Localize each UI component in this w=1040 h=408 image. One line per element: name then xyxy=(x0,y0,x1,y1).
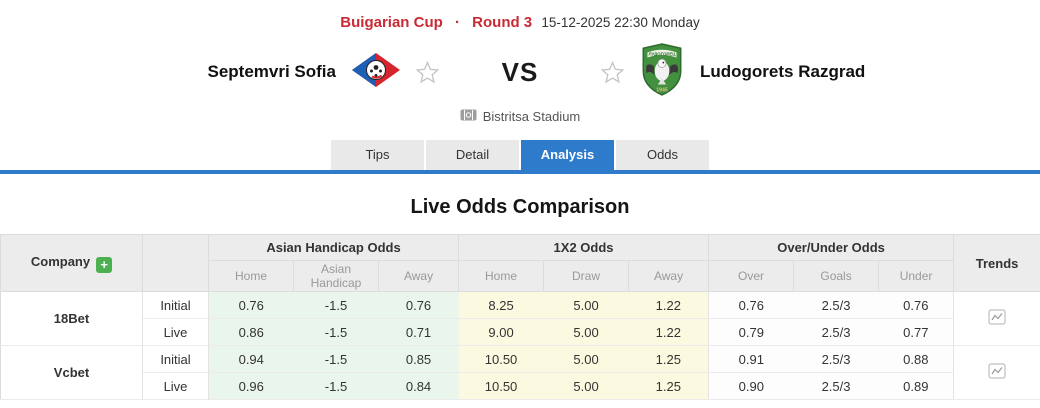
over-under-group-header: Over/Under Odds xyxy=(708,234,955,261)
odds-cell: 0.86 xyxy=(208,318,294,346)
odds-cell: 1.25 xyxy=(628,372,709,400)
line-type-label: Live xyxy=(142,318,209,346)
line-type-label: Live xyxy=(142,372,209,400)
odds-cell: -1.5 xyxy=(293,291,379,319)
odds-cell: 2.5/3 xyxy=(793,345,879,373)
away-team-block: ЛУДОГОРЕЦ 1945 Ludogorets Razgrad xyxy=(595,42,1040,102)
1x2-home-subheader: Home xyxy=(458,260,545,292)
odds-cell: 5.00 xyxy=(543,345,629,373)
ou-over-subheader: Over xyxy=(708,260,795,292)
odds-cell: 5.00 xyxy=(543,291,629,319)
add-company-button[interactable]: + xyxy=(96,256,113,273)
odds-cell: 0.71 xyxy=(378,318,459,346)
odds-cell: 2.5/3 xyxy=(793,318,879,346)
odds-cell: 0.84 xyxy=(378,372,459,400)
company-header-label: Company xyxy=(30,253,91,269)
odds-cell: -1.5 xyxy=(293,345,379,373)
company-name: 18Bet xyxy=(0,291,143,346)
odds-cell: 2.5/3 xyxy=(793,372,879,400)
ou-goals-subheader: Goals xyxy=(793,260,880,292)
vs-label: VS xyxy=(501,56,539,87)
trends-cell xyxy=(953,291,1040,346)
tab-detail[interactable]: Detail xyxy=(426,140,519,170)
odds-cell: 0.88 xyxy=(878,345,954,373)
company-name: Vcbet xyxy=(0,345,143,400)
table-row: Live 0.86 -1.5 0.71 9.00 5.00 1.22 0.79 … xyxy=(1,318,1040,346)
odds-cell: 0.96 xyxy=(208,372,294,400)
odds-cell: 9.00 xyxy=(458,318,544,346)
tab-odds[interactable]: Odds xyxy=(616,140,709,170)
tabs-bar: Tips Detail Analysis Odds xyxy=(0,140,1040,174)
odds-comparison-table: Company + Asian Handicap Odds 1X2 Odds Ov… xyxy=(0,234,1040,400)
ah-away-subheader: Away xyxy=(377,260,460,292)
table-row: Vcbet Initial 0.94 -1.5 0.85 10.50 5.00 … xyxy=(0,345,1040,400)
table-row: 18Bet Initial 0.76 -1.5 0.76 8.25 5.00 1… xyxy=(0,291,1040,346)
odds-cell: 0.90 xyxy=(708,372,794,400)
odds-cell: 1.25 xyxy=(628,345,709,373)
ah-handicap-subheader: Asian Handicap xyxy=(293,260,379,292)
trend-chart-icon[interactable] xyxy=(988,309,1006,325)
home-team-logo xyxy=(351,52,401,93)
1x2-group-header: 1X2 Odds xyxy=(458,234,710,261)
match-datetime: 15-12-2025 22:30 Monday xyxy=(541,15,700,30)
asian-handicap-group-header: Asian Handicap Odds xyxy=(207,234,460,261)
odds-cell: 2.5/3 xyxy=(793,291,879,319)
odds-cell: 8.25 xyxy=(458,291,544,319)
round-label: Round 3 xyxy=(472,14,533,31)
company-column-header: Company + xyxy=(0,234,143,292)
odds-cell: 0.76 xyxy=(378,291,459,319)
home-favorite-star-icon[interactable] xyxy=(416,60,439,84)
section-title: Live Odds Comparison xyxy=(410,196,630,218)
odds-cell: 0.76 xyxy=(878,291,954,319)
away-favorite-star-icon[interactable] xyxy=(601,60,624,84)
odds-cell: 0.94 xyxy=(208,345,294,373)
odds-cell: 0.79 xyxy=(708,318,794,346)
odds-cell: 0.91 xyxy=(708,345,794,373)
stadium-icon xyxy=(460,109,477,124)
line-type-label: Initial xyxy=(142,291,209,319)
match-header: Septemvri Sofia VS xyxy=(0,42,1040,102)
line-type-label: Initial xyxy=(142,345,209,373)
ah-home-subheader: Home xyxy=(208,260,294,292)
trends-column-header: Trends xyxy=(953,234,1040,292)
venue-row: Bistritsa Stadium xyxy=(0,109,1040,124)
venue-name: Bistritsa Stadium xyxy=(482,109,581,124)
odds-cell: 5.00 xyxy=(543,372,629,400)
line-type-column-header xyxy=(142,234,209,292)
odds-cell: 0.77 xyxy=(878,318,954,346)
odds-cell: 0.85 xyxy=(378,345,459,373)
odds-cell: 10.50 xyxy=(458,345,544,373)
table-row: Live 0.96 -1.5 0.84 10.50 5.00 1.25 0.90… xyxy=(1,372,1040,400)
league-name: Buigarian Cup xyxy=(340,14,443,31)
odds-cell: 1.22 xyxy=(628,291,709,319)
odds-cell: 0.76 xyxy=(208,291,294,319)
odds-cell: 5.00 xyxy=(543,318,629,346)
ou-under-subheader: Under xyxy=(878,260,955,292)
tab-analysis[interactable]: Analysis xyxy=(521,140,614,170)
odds-cell: 1.22 xyxy=(628,318,709,346)
match-meta-line: Buigarian Cup · Round 3 15-12-2025 22:30… xyxy=(0,0,1040,31)
odds-cell: 10.50 xyxy=(458,372,544,400)
odds-cell: -1.5 xyxy=(293,372,379,400)
home-team-name: Septemvri Sofia xyxy=(207,62,337,81)
odds-cell: -1.5 xyxy=(293,318,379,346)
meta-separator: · xyxy=(454,14,460,31)
away-team-name: Ludogorets Razgrad xyxy=(700,62,866,81)
trends-cell xyxy=(953,345,1040,400)
home-team-block: Septemvri Sofia xyxy=(0,52,445,93)
odds-cell: 0.89 xyxy=(878,372,954,400)
1x2-draw-subheader: Draw xyxy=(543,260,630,292)
away-team-logo: ЛУДОГОРЕЦ 1945 xyxy=(639,42,685,102)
1x2-away-subheader: Away xyxy=(628,260,710,292)
tab-tips[interactable]: Tips xyxy=(331,140,424,170)
odds-cell: 0.76 xyxy=(708,291,794,319)
trend-chart-icon[interactable] xyxy=(988,363,1006,379)
away-logo-year: 1945 xyxy=(656,87,668,93)
svg-text:ЛУДОГОРЕЦ: ЛУДОГОРЕЦ xyxy=(649,51,677,56)
